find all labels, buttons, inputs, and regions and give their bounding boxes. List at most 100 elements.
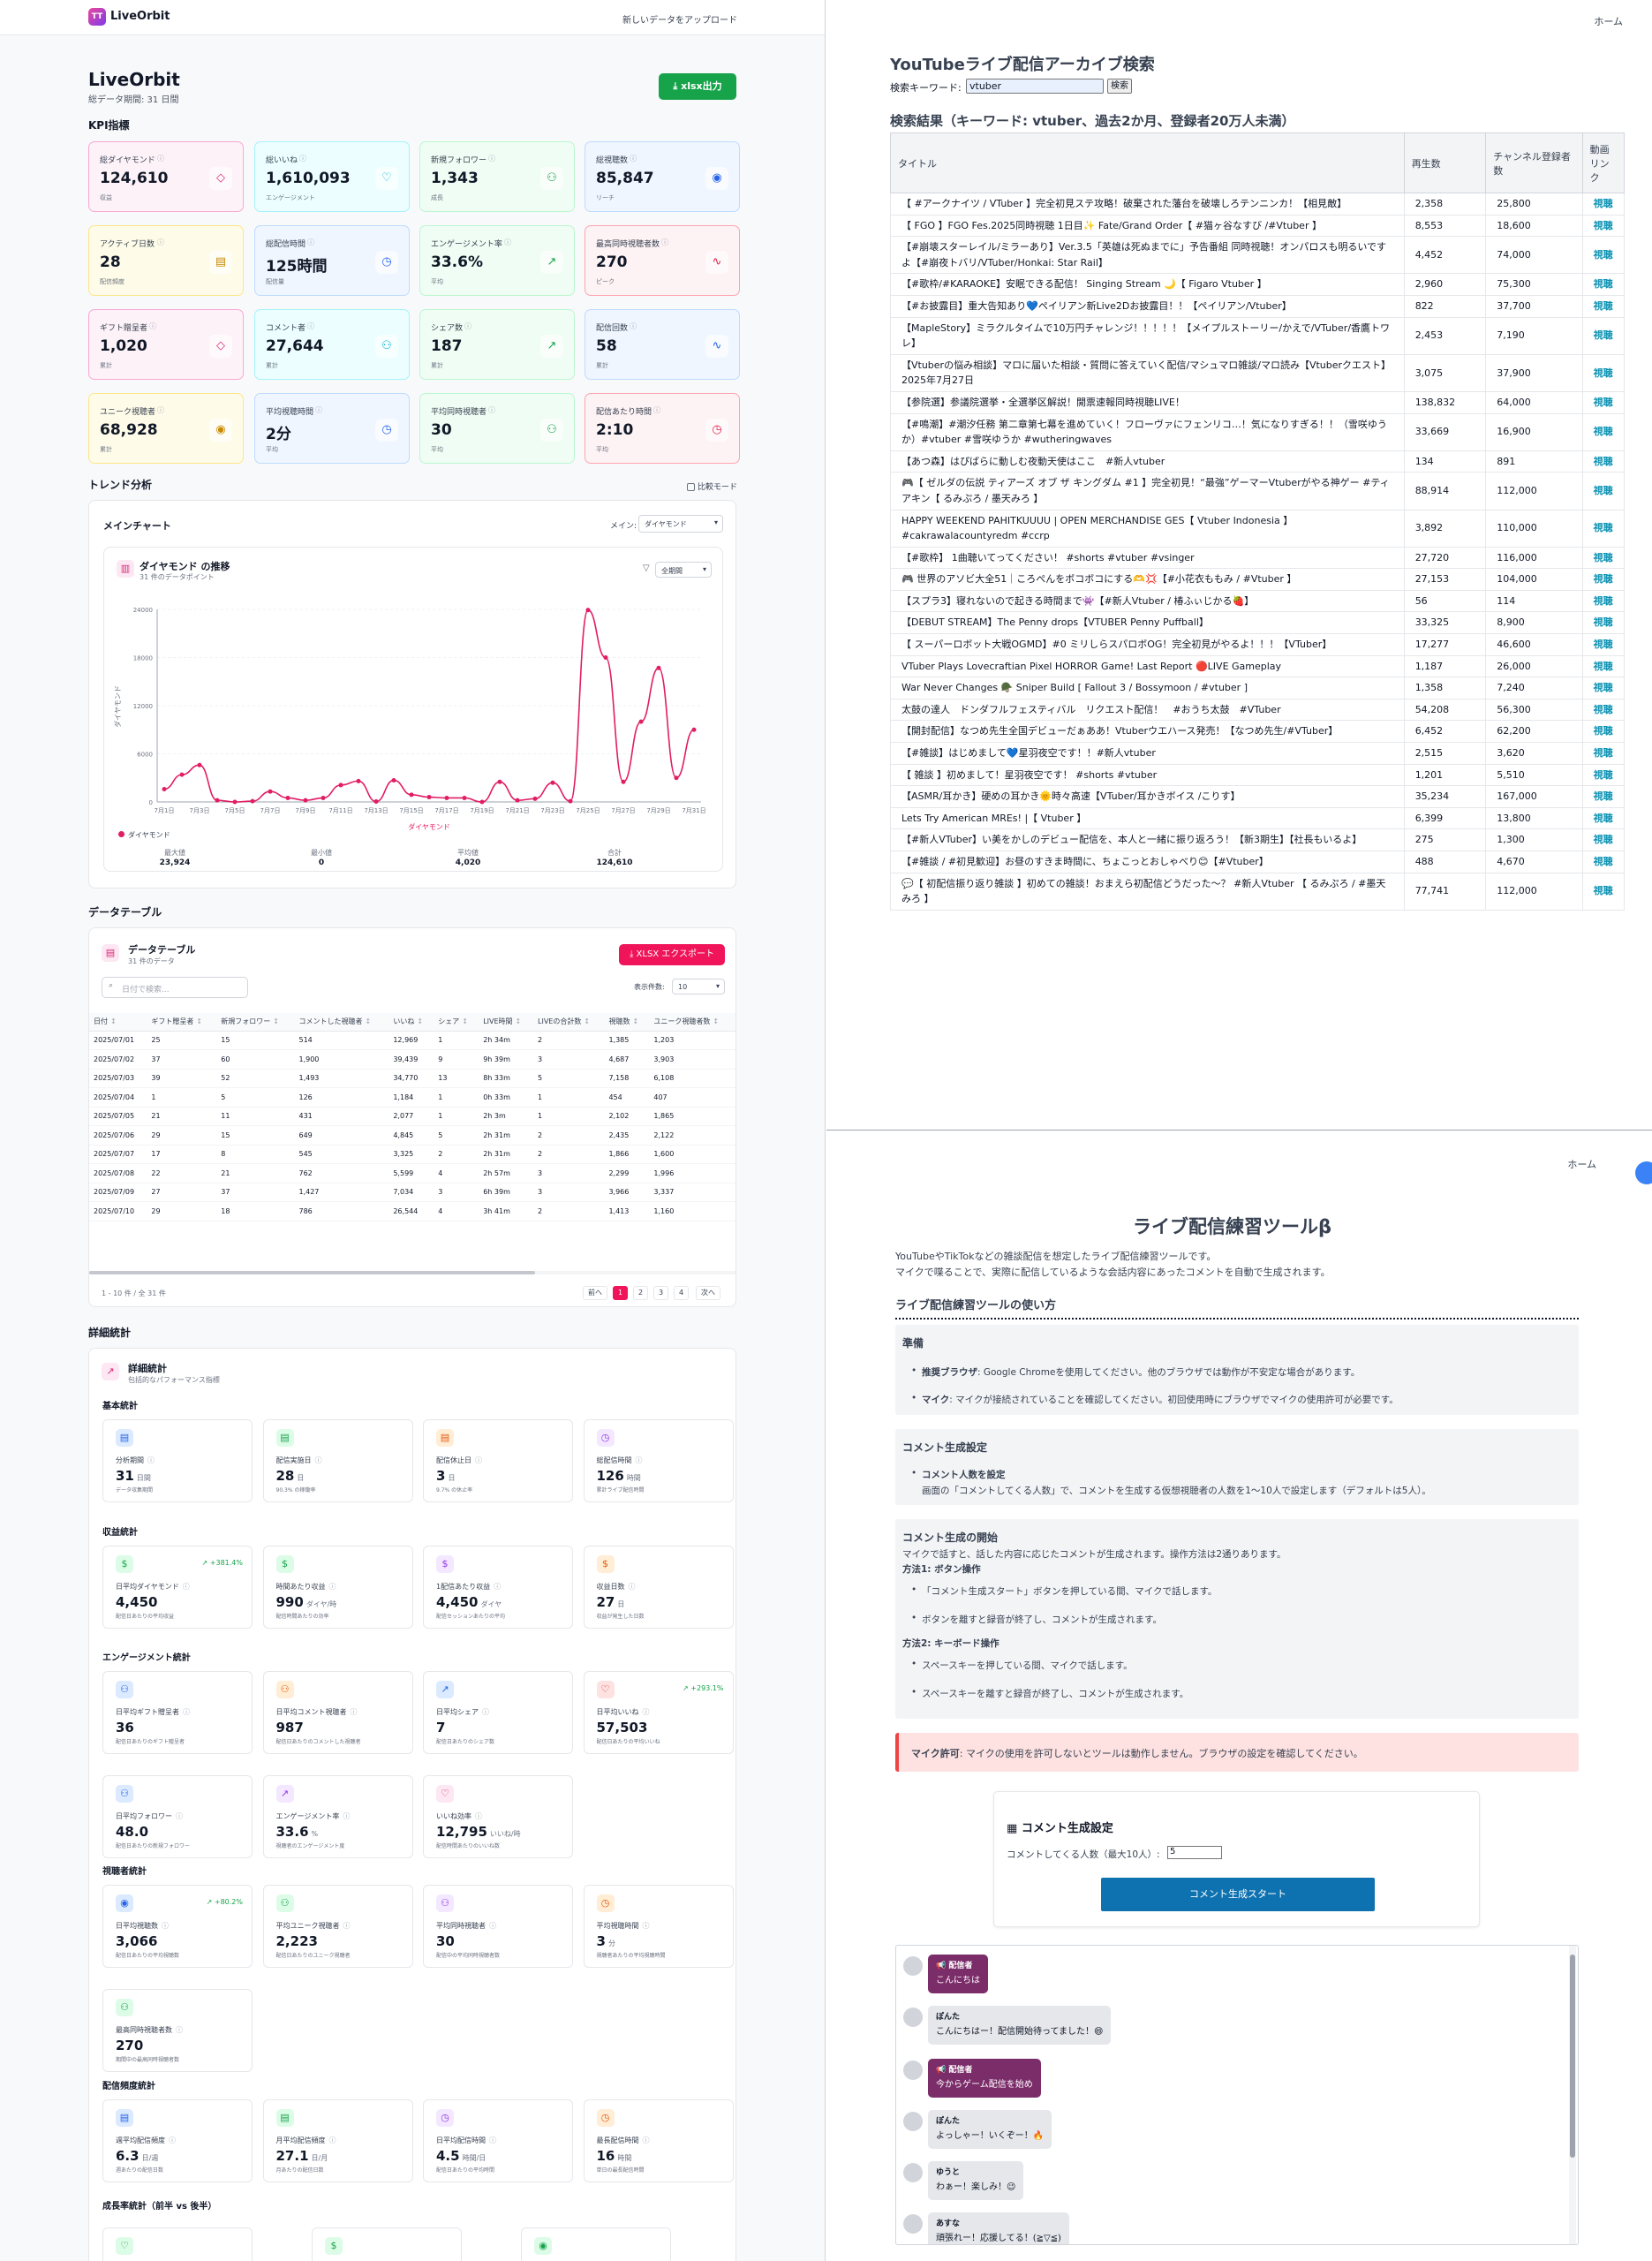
table-cell: 5 (216, 1087, 295, 1108)
table-header-9[interactable]: ユニーク視聴者数 ↕ (649, 1013, 735, 1032)
page-button-4[interactable]: 4 (674, 1286, 689, 1300)
data-point (356, 778, 361, 783)
table-cell: 545 (294, 1145, 389, 1164)
watch-link[interactable]: 視聴 (1581, 193, 1626, 216)
rows-per-page-select[interactable]: 10 (672, 979, 725, 994)
next-page-button[interactable]: 次へ (696, 1286, 720, 1300)
table-header-1[interactable]: ギフト贈呈者 ↕ (147, 1013, 217, 1032)
result-row: 【ASMR/耳かき】硬めの耳かき🌞時々高速【VTuber/耳かきボイス /こりす… (890, 785, 1626, 808)
table-cell: 9 (434, 1049, 479, 1070)
watch-link[interactable]: 視聴 (1581, 353, 1626, 392)
table-cell: 27 (147, 1183, 217, 1202)
page-button-3[interactable]: 3 (653, 1286, 668, 1300)
avatar (903, 2112, 923, 2131)
watch-link[interactable]: 視聴 (1581, 611, 1626, 635)
watch-link[interactable]: 視聴 (1581, 390, 1626, 414)
value-text: 3 (436, 1468, 446, 1484)
table-header-6[interactable]: LIVE時間 ↕ (479, 1013, 533, 1032)
watch-link[interactable]: 視聴 (1581, 450, 1626, 473)
keyword-input[interactable]: vtuber (966, 79, 1104, 94)
watch-link[interactable]: 視聴 (1581, 763, 1626, 787)
value-text: 4.5 (436, 2148, 460, 2164)
table-header-0[interactable]: 日付 ↕ (89, 1013, 147, 1032)
calendar-icon: ▤ (116, 1429, 133, 1447)
period-select[interactable]: 全期間 (655, 562, 712, 578)
subscriber-count: 4,670 (1485, 851, 1583, 873)
watch-link[interactable]: 視聴 (1581, 214, 1626, 238)
comment-setting-panel: ▦ コメント生成設定 コメントしてくる人数（最大10人）: 5 コメント生成スタ… (993, 1791, 1480, 1927)
chat-scrollbar[interactable] (1569, 1946, 1576, 2244)
viewer-count-input[interactable]: 5 (1167, 1846, 1222, 1859)
y-tick-label: 24000 (133, 607, 153, 614)
table-xlsx-export-button[interactable]: ⤓ XLSX エクスポート (619, 944, 725, 965)
result-row: 💬【 初配信振り返り雑談 】初めての雑談！おまえら初配信どうだった～？ #新人V… (890, 872, 1626, 911)
watch-link[interactable]: 視聴 (1581, 806, 1626, 830)
home-link[interactable]: ホーム (1594, 16, 1623, 27)
table-header-2[interactable]: 新規フォロワー ↕ (216, 1013, 295, 1032)
watch-link[interactable]: 視聴 (1581, 654, 1626, 678)
watch-link[interactable]: 視聴 (1581, 633, 1626, 656)
detail-stat-value: 30 (436, 1933, 457, 1949)
prev-page-button[interactable]: 前へ (583, 1286, 607, 1300)
upload-new-data-link[interactable]: 新しいデータをアップロード (622, 16, 737, 26)
watch-link[interactable]: 視聴 (1581, 316, 1626, 355)
watch-link[interactable]: 視聴 (1581, 589, 1626, 613)
watch-link[interactable]: 視聴 (1581, 677, 1626, 699)
scrollbar-thumb[interactable] (89, 1271, 535, 1274)
watch-link[interactable]: 視聴 (1581, 851, 1626, 873)
page-button-2[interactable]: 2 (633, 1286, 648, 1300)
watch-link[interactable]: 視聴 (1581, 720, 1626, 744)
watch-link[interactable]: 視聴 (1581, 412, 1626, 451)
stat-value: 124,610 (596, 858, 633, 867)
compare-mode-checkbox[interactable]: 比較モード (687, 480, 737, 492)
table-header-8[interactable]: 視聴数 ↕ (604, 1013, 650, 1032)
avatar (903, 2061, 923, 2080)
message-author: ぽんた (936, 2117, 961, 2126)
info-icon: ⓘ (661, 238, 668, 246)
detail-stat-note: 視聴者あたりの平均視聴時間 (596, 1953, 666, 1959)
table-cell: 1 (533, 1107, 605, 1126)
table-cell: 3,903 (649, 1049, 735, 1070)
kpi-value: 270 (596, 253, 628, 271)
metric-select[interactable]: ダイヤモンド (638, 515, 723, 533)
table-cell: 4 (434, 1163, 479, 1183)
watch-link[interactable]: 視聴 (1581, 509, 1626, 548)
stat-label: 最大値 (164, 849, 185, 857)
watch-link[interactable]: 視聴 (1581, 698, 1626, 722)
page-button-1[interactable]: 1 (613, 1286, 628, 1300)
practice-home-link[interactable]: ホーム (1567, 1159, 1596, 1170)
detail-stat-card: ⚇ 日平均ギフト贈呈者 ⓘ 36 配信日あたりのギフト贈呈者 (102, 1671, 253, 1754)
detail-stat-note: 配信日あたりの新規フォロワー (116, 1843, 191, 1849)
date-search-input[interactable]: ⌕ 日付で検索... (102, 977, 248, 998)
watch-link[interactable]: 視聴 (1581, 546, 1626, 570)
table-header-3[interactable]: コメントした視聴者 ↕ (294, 1013, 389, 1032)
xlsx-export-button[interactable]: ⤓ xlsx出力 (659, 73, 736, 100)
detail-stat-value: 126 時間 (597, 1468, 641, 1484)
floating-action-button[interactable] (1635, 1161, 1652, 1184)
kpi-label: 最高同時視聴者数 (596, 240, 660, 249)
watch-link[interactable]: 視聴 (1581, 742, 1626, 765)
start-comment-button[interactable]: コメント生成スタート (1101, 1878, 1375, 1911)
compare-mode-label: 比較モード (698, 483, 738, 492)
table-header-4[interactable]: いいね ↕ (388, 1013, 434, 1032)
table-cell: 15 (216, 1125, 295, 1146)
search-button[interactable]: 検索 (1107, 79, 1132, 94)
watch-link[interactable]: 視聴 (1581, 785, 1626, 808)
horizontal-scrollbar[interactable] (89, 1271, 735, 1274)
watch-link[interactable]: 視聴 (1581, 294, 1626, 318)
subscriber-count: 110,000 (1485, 509, 1583, 548)
watch-link[interactable]: 視聴 (1581, 828, 1626, 851)
watch-link[interactable]: 視聴 (1581, 236, 1626, 275)
detail-stat-label: 日平均ダイヤモンド ⓘ (116, 1582, 190, 1592)
table-header-7[interactable]: LIVEの合計数 ↕ (533, 1013, 605, 1032)
prep-box: 準備 推奨ブラウザ: Google Chromeを使用してください。他のブラウザ… (895, 1325, 1579, 1415)
watch-link[interactable]: 視聴 (1581, 472, 1626, 510)
method2-step-b: スペースキーを離すと録音が終了し、コメントが生成されます。 (911, 1687, 1188, 1700)
watch-link[interactable]: 視聴 (1581, 872, 1626, 911)
x-tick-label: 7月5日 (225, 807, 245, 814)
watch-link[interactable]: 視聴 (1581, 568, 1626, 591)
viewer-comment: ぽんた こんにちはー！配信開始待ってました！😄 (928, 2006, 1112, 2045)
watch-link[interactable]: 視聴 (1581, 273, 1626, 296)
table-header-5[interactable]: シェア ↕ (434, 1013, 479, 1032)
chat-scrollbar-thumb[interactable] (1570, 1955, 1575, 2158)
